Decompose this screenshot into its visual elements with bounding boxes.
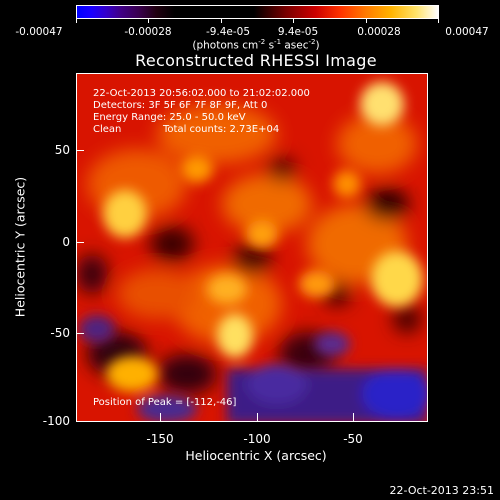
y-tick-label: 0 xyxy=(62,235,70,249)
y-tick xyxy=(76,333,84,334)
colorbar-units: (photons cm-2 s-1 asec-2) xyxy=(192,38,320,52)
colorbar-tick xyxy=(148,19,149,23)
colorbar-tick xyxy=(293,19,294,23)
colorbar-label: 0.00047 xyxy=(445,26,489,38)
colorbar-tick xyxy=(76,19,77,23)
info-algorithm: Clean xyxy=(93,124,122,135)
info-time-range: 22-Oct-2013 20:56:02.000 to 21:02:02.000 xyxy=(93,88,310,99)
colorbar-tick xyxy=(366,19,367,23)
info-energy-range: Energy Range: 25.0 - 50.0 keV xyxy=(93,112,246,123)
info-total-counts: Total counts: 2.73E+04 xyxy=(163,124,280,135)
image-title: Reconstructed RHESSI Image xyxy=(135,51,377,70)
colorbar-label: -0.00028 xyxy=(124,26,172,38)
x-tick-label: -150 xyxy=(146,432,174,446)
colorbar-tick xyxy=(221,19,222,23)
timestamp: 22-Oct-2013 23:51 xyxy=(389,484,494,497)
x-tick xyxy=(353,413,354,421)
colorbar xyxy=(76,5,439,19)
colorbar-label: 0.00028 xyxy=(357,26,401,38)
info-peak-position: Position of Peak = [-112,-46] xyxy=(93,397,237,408)
y-tick-label: 50 xyxy=(54,143,70,157)
info-detectors: Detectors: 3F 5F 6F 7F 8F 9F, Att 0 xyxy=(93,100,268,111)
colorbar-label: 9.4e-05 xyxy=(277,26,319,38)
x-tick xyxy=(257,413,258,421)
y-axis-label: Heliocentric Y (arcsec) xyxy=(12,176,28,318)
colorbar-tick xyxy=(438,19,439,23)
y-tick xyxy=(76,150,84,151)
y-tick-label: -50 xyxy=(50,326,70,340)
colorbar-label: -0.00047 xyxy=(15,26,63,38)
y-tick xyxy=(76,242,84,243)
x-axis-label: Heliocentric X (arcsec) xyxy=(185,448,327,463)
x-tick-label: -50 xyxy=(343,432,363,446)
rhessi-image: 22-Oct-2013 20:56:02.000 to 21:02:02.000… xyxy=(76,73,428,422)
y-tick-label: -100 xyxy=(42,414,70,428)
x-tick-label: -100 xyxy=(243,432,271,446)
x-tick xyxy=(160,413,161,421)
colorbar-label: -9.4e-05 xyxy=(205,26,251,38)
